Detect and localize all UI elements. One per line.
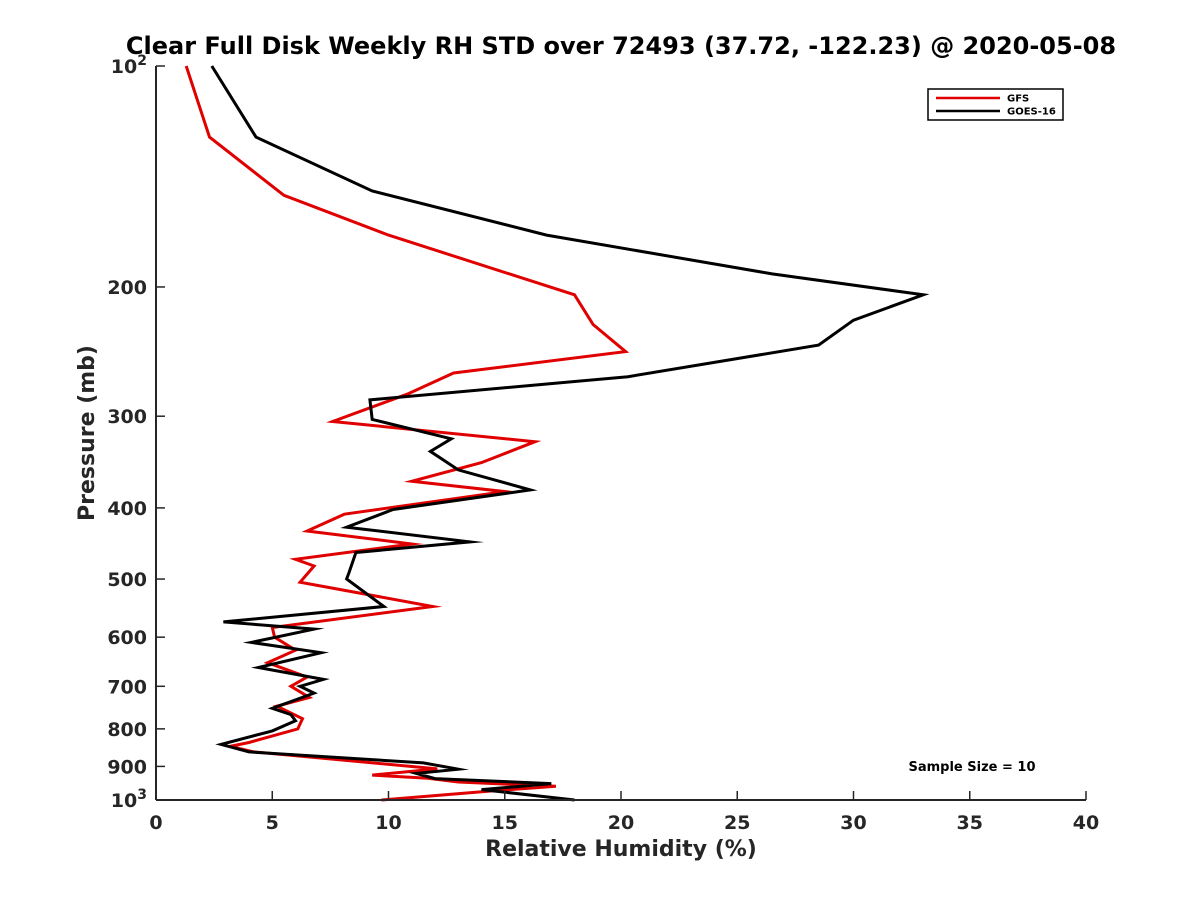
x-ticks: 0 5 10 15 20 25 30 35 40	[149, 791, 1099, 834]
sample-size-annotation: Sample Size = 10	[908, 760, 1035, 775]
y-tick-label: 102	[111, 53, 147, 78]
x-tick-label: 5	[266, 812, 279, 834]
chart-title: Clear Full Disk Weekly RH STD over 72493…	[126, 32, 1116, 60]
x-tick-label: 0	[149, 812, 162, 834]
y-tick-label: 103	[111, 787, 147, 812]
legend-box	[927, 88, 1064, 121]
x-tick-label: 40	[1073, 812, 1099, 834]
y-axis-label: Pressure (mb)	[75, 345, 100, 521]
x-tick-label: 15	[492, 812, 518, 834]
series-line-gfs	[184, 65, 630, 802]
y-tick-label: 700	[107, 676, 147, 698]
y-tick-label: 900	[107, 756, 147, 778]
y-tick-exponent: 3	[137, 787, 147, 803]
x-tick-label: 20	[608, 812, 634, 834]
legend: GFS GOES-16	[927, 88, 1064, 121]
y-tick-exponent: 2	[137, 53, 147, 69]
y-tick-label: 800	[107, 719, 147, 741]
y-tick-label: 200	[107, 277, 147, 299]
y-tick-base: 10	[111, 790, 137, 812]
x-axis-label: Relative Humidity (%)	[485, 837, 757, 862]
series-layer	[184, 65, 930, 802]
y-tick-base: 10	[111, 56, 137, 78]
x-tick-label: 25	[724, 812, 750, 834]
y-tick-label: 300	[107, 406, 147, 428]
x-tick-label: 35	[957, 812, 983, 834]
y-tick-label: 400	[107, 498, 147, 520]
y-tick-label: 500	[107, 569, 147, 591]
x-tick-label: 10	[375, 812, 401, 834]
series-line-goes-16	[210, 65, 930, 802]
x-tick-label: 30	[840, 812, 866, 834]
legend-label: GOES-16	[1007, 107, 1056, 118]
y-tick-label: 600	[107, 627, 147, 649]
legend-label: GFS	[1007, 94, 1029, 105]
